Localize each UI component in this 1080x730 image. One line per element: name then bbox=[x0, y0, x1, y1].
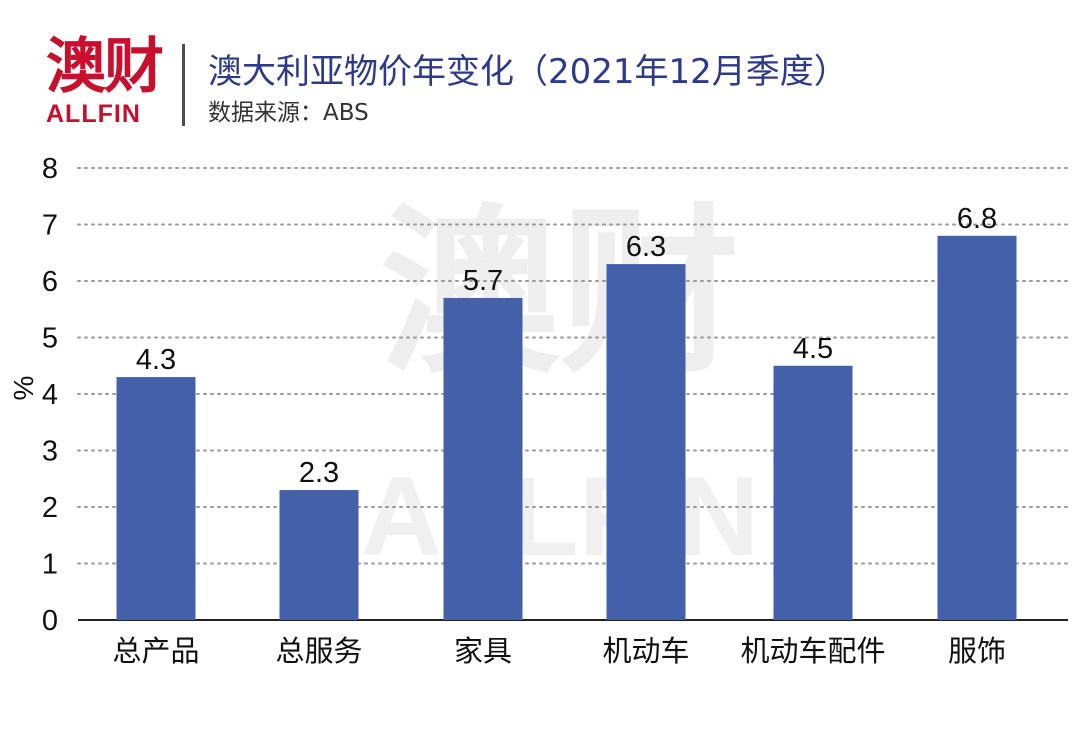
data-labels: 4.3 2.3 5.7 6.3 4.5 6.8 bbox=[136, 203, 997, 489]
bar bbox=[443, 297, 523, 620]
x-tick-label: 机动车 bbox=[602, 634, 689, 668]
watermark: 澳财 ALLFIN bbox=[361, 189, 759, 579]
y-tick-label: 4 bbox=[42, 379, 58, 411]
data-label: 4.3 bbox=[136, 344, 176, 376]
watermark-english: ALLFIN bbox=[361, 454, 759, 579]
chart-subtitle: 数据来源：ABS bbox=[208, 100, 369, 126]
logo-english: ALLFIN bbox=[46, 100, 141, 128]
bar bbox=[279, 490, 359, 620]
y-tick-label: 0 bbox=[42, 605, 58, 637]
data-label: 5.7 bbox=[463, 265, 503, 297]
logo-chinese: 澳财 bbox=[46, 32, 164, 102]
x-tick-label: 总产品 bbox=[112, 634, 199, 668]
x-tick-label: 服饰 bbox=[948, 634, 1006, 668]
y-tick-label: 7 bbox=[42, 210, 58, 242]
bar bbox=[116, 377, 196, 620]
data-label: 2.3 bbox=[299, 457, 339, 489]
bars bbox=[116, 235, 1017, 621]
y-tick-label: 1 bbox=[42, 549, 58, 581]
watermark-chinese: 澳财 bbox=[380, 189, 740, 398]
y-tick-label: 3 bbox=[42, 436, 58, 468]
y-tick-label: 5 bbox=[42, 323, 58, 355]
x-tick-label: 家具 bbox=[454, 634, 512, 668]
chart-title: 澳大利亚物价年变化（2021年12月季度） bbox=[208, 52, 848, 92]
chart-header: 澳财 ALLFIN 澳大利亚物价年变化（2021年12月季度） 数据来源：ABS bbox=[0, 0, 1080, 140]
y-axis-label: % bbox=[8, 376, 39, 401]
x-axis-ticks: 总产品 总服务 家具 机动车 机动车配件 服饰 bbox=[112, 634, 1006, 668]
data-label: 4.5 bbox=[793, 333, 833, 365]
y-axis-ticks: 0 1 2 3 4 5 6 7 8 bbox=[42, 153, 58, 637]
y-tick-label: 2 bbox=[42, 492, 58, 524]
y-tick-label: 6 bbox=[42, 266, 58, 298]
bar bbox=[937, 235, 1017, 621]
y-tick-label: 8 bbox=[42, 153, 58, 185]
x-tick-label: 机动车配件 bbox=[740, 634, 885, 668]
header-divider bbox=[182, 44, 185, 126]
gridlines bbox=[77, 167, 1069, 621]
x-tick-label: 总服务 bbox=[275, 634, 362, 668]
data-label: 6.3 bbox=[626, 231, 666, 263]
data-label: 6.8 bbox=[957, 203, 997, 235]
bar bbox=[606, 264, 686, 620]
bar bbox=[773, 365, 853, 620]
